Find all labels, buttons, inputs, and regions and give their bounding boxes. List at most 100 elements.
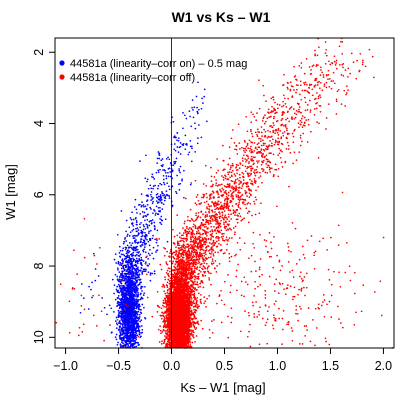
data-point xyxy=(128,319,131,322)
data-point xyxy=(114,320,117,322)
data-point xyxy=(134,342,136,345)
data-point xyxy=(160,332,162,335)
data-point xyxy=(123,258,126,260)
data-point xyxy=(149,193,152,196)
data-point xyxy=(132,254,135,257)
data-point xyxy=(179,171,181,174)
data-point xyxy=(116,302,119,305)
data-point xyxy=(139,160,141,162)
data-point xyxy=(135,257,138,260)
data-point xyxy=(135,327,137,330)
data-point xyxy=(122,305,124,308)
data-point xyxy=(192,116,195,119)
data-point xyxy=(155,251,157,253)
data-point xyxy=(129,279,131,282)
data-point xyxy=(117,341,119,344)
data-point xyxy=(167,156,169,159)
data-point xyxy=(163,305,166,308)
data-point xyxy=(202,102,204,104)
data-point xyxy=(164,197,167,200)
data-point xyxy=(126,254,129,256)
data-point xyxy=(124,320,127,323)
data-point xyxy=(143,239,146,242)
data-point xyxy=(164,335,166,337)
data-point xyxy=(168,167,171,170)
data-point xyxy=(113,292,115,295)
data-point xyxy=(157,206,160,209)
data-point xyxy=(129,312,132,314)
data-point xyxy=(138,331,141,333)
data-point xyxy=(91,296,93,299)
data-point xyxy=(133,206,136,208)
data-point xyxy=(153,221,156,224)
data-point xyxy=(136,334,139,337)
data-point xyxy=(142,204,145,206)
data-point xyxy=(141,303,144,306)
data-point xyxy=(126,323,129,326)
data-point xyxy=(156,290,159,293)
data-point xyxy=(135,334,137,337)
data-point xyxy=(184,148,187,151)
data-point xyxy=(135,272,137,275)
data-point xyxy=(162,304,164,307)
data-point xyxy=(146,199,149,201)
data-point xyxy=(126,321,128,324)
data-point xyxy=(127,338,130,341)
data-point xyxy=(152,246,155,249)
data-point xyxy=(169,175,172,178)
data-point xyxy=(177,151,180,153)
data-point xyxy=(132,282,134,284)
data-point xyxy=(132,304,135,307)
data-point xyxy=(156,229,159,232)
data-point xyxy=(122,247,125,250)
data-point xyxy=(183,169,185,172)
data-point xyxy=(122,266,125,269)
data-point xyxy=(144,270,147,272)
data-point xyxy=(192,324,195,326)
data-point xyxy=(133,234,136,237)
data-point xyxy=(139,253,142,256)
data-point xyxy=(137,292,140,294)
data-point xyxy=(167,327,170,329)
data-point xyxy=(126,285,128,287)
data-point xyxy=(138,316,141,318)
data-point xyxy=(133,247,135,250)
data-point xyxy=(175,192,178,195)
data-point xyxy=(124,316,127,319)
data-point xyxy=(135,298,138,301)
data-point xyxy=(133,264,135,267)
data-point xyxy=(165,175,168,177)
data-point xyxy=(120,281,122,284)
data-point xyxy=(156,197,159,199)
data-point xyxy=(132,235,134,237)
data-point xyxy=(178,168,180,170)
data-point xyxy=(121,285,123,287)
series-0-points xyxy=(79,81,208,349)
data-point xyxy=(148,230,150,233)
data-point xyxy=(196,110,199,113)
data-point xyxy=(150,222,153,225)
data-point xyxy=(190,301,193,303)
data-point xyxy=(127,342,129,345)
data-point xyxy=(124,287,126,290)
data-point xyxy=(161,331,164,333)
data-point xyxy=(147,232,150,234)
data-point xyxy=(135,295,137,298)
data-point xyxy=(124,313,126,316)
data-point xyxy=(129,257,131,260)
data-point xyxy=(120,303,123,305)
data-point xyxy=(126,319,129,322)
data-point xyxy=(128,278,130,281)
data-point xyxy=(128,295,131,298)
data-point xyxy=(167,175,170,178)
data-point xyxy=(160,223,163,226)
data-point xyxy=(144,317,147,320)
data-point xyxy=(164,321,166,323)
data-point xyxy=(173,161,175,163)
data-point xyxy=(140,319,143,321)
data-point xyxy=(169,161,172,164)
data-point xyxy=(90,288,92,291)
data-point xyxy=(163,290,166,293)
data-point xyxy=(118,311,120,313)
data-point xyxy=(127,263,129,266)
